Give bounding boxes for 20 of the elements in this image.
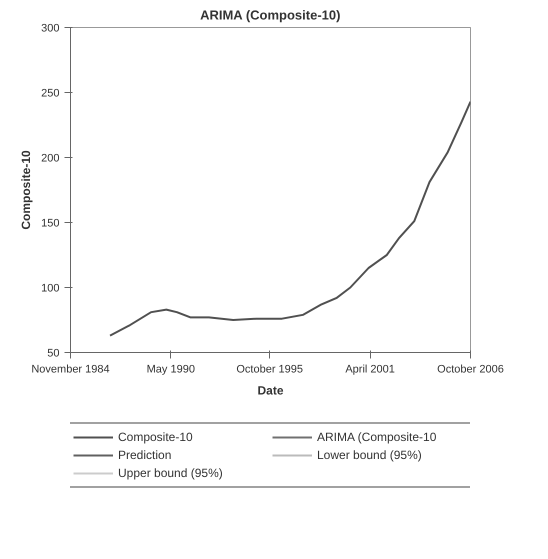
y-tick-label: 100 [41, 282, 60, 294]
y-axis-title: Composite-10 [19, 150, 34, 230]
y-tick-label: 200 [41, 152, 60, 164]
x-tick-label: May 1990 [146, 364, 195, 376]
y-tick-label: 250 [41, 88, 60, 100]
x-tick-label: October 1995 [236, 364, 304, 376]
y-tick-label: 150 [41, 218, 60, 230]
legend-label: ARIMA (Composite-10 [317, 430, 438, 444]
chart-title: ARIMA (Composite-10) [200, 8, 340, 22]
legend-label: Composite-10 [118, 430, 194, 444]
legend-label: Prediction [118, 448, 172, 462]
y-tick-label: 300 [41, 22, 60, 34]
y-tick-label: 50 [47, 348, 60, 360]
x-tick-label: April 2001 [345, 364, 395, 376]
x-tick-label: October 2006 [437, 364, 504, 376]
legend-label: Upper bound (95%) [118, 466, 224, 480]
legend-label: Lower bound (95%) [317, 448, 423, 462]
line-series [109, 100, 470, 337]
x-tick-label: November 1984 [31, 364, 110, 376]
x-axis-title: Date [257, 384, 284, 398]
